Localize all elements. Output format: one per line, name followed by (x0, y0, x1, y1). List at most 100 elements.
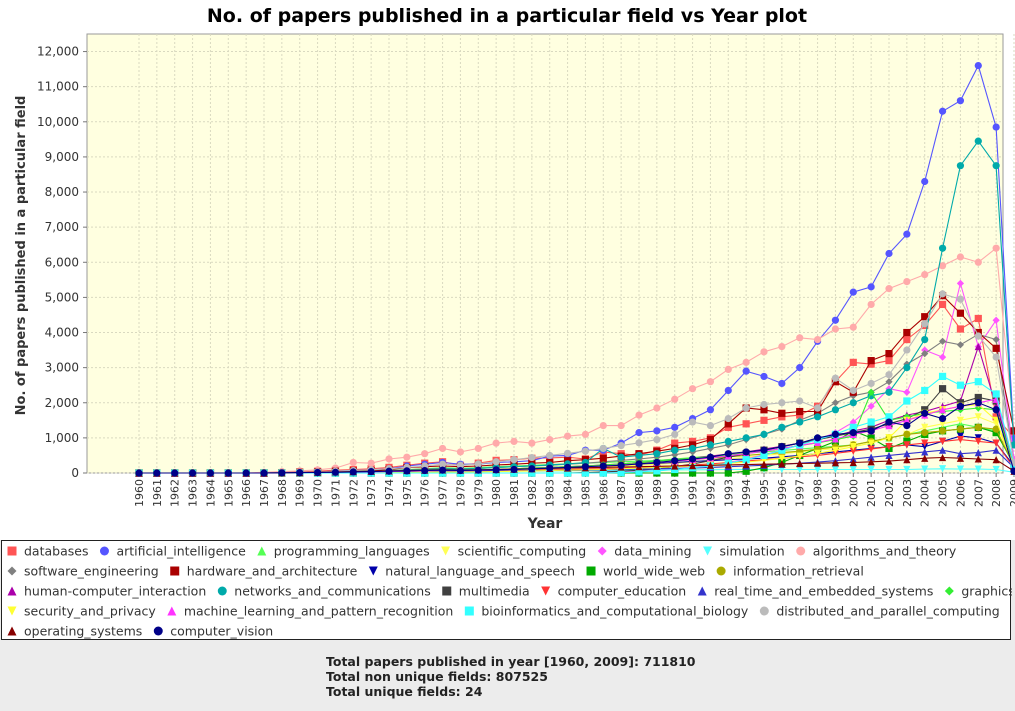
data-point (456, 448, 465, 456)
data-point (706, 469, 715, 477)
y-tick-label: 8,000 (45, 185, 79, 199)
x-tick-label: 1990 (669, 479, 682, 507)
data-point (617, 469, 625, 477)
x-tick-label: 1965 (222, 479, 235, 507)
data-point (617, 453, 625, 461)
legend-label: information_retrieval (733, 564, 864, 579)
x-tick-label: 2001 (865, 479, 878, 507)
data-point (974, 342, 982, 351)
x-tick-label: 1989 (651, 479, 664, 507)
data-point (581, 469, 590, 477)
data-point (671, 439, 679, 447)
data-point (760, 372, 768, 381)
legend-item-artificial_intelligence: artificial_intelligence (99, 544, 246, 559)
data-point (956, 436, 965, 444)
data-point (921, 409, 929, 417)
data-point (992, 439, 1000, 447)
data-point (921, 439, 929, 447)
data-point (778, 409, 786, 417)
x-tick-label: 1996 (776, 479, 789, 507)
data-point (581, 447, 590, 455)
x-tick-label: 1993 (722, 479, 735, 507)
data-point (742, 404, 750, 412)
data-point (956, 325, 965, 333)
x-tick-label: 1962 (169, 479, 182, 507)
data-point (921, 177, 929, 186)
data-point (885, 465, 893, 474)
data-point (885, 418, 893, 426)
x-tick-label: 1964 (204, 479, 217, 507)
data-point (724, 414, 732, 423)
data-point (706, 436, 715, 444)
data-point (653, 436, 661, 444)
x-tick-label: 1971 (329, 479, 342, 507)
x-tick-label: 1979 (472, 479, 485, 507)
data-point (796, 452, 804, 460)
data-point (903, 328, 911, 337)
legend-item-human-computer_interaction: human-computer_interaction (7, 584, 206, 599)
data-point (724, 450, 732, 458)
data-point (956, 279, 965, 287)
data-point (974, 455, 982, 463)
data-point (706, 461, 715, 469)
x-tick-label: 1966 (240, 479, 253, 507)
y-tick-label: 9,000 (45, 150, 79, 164)
x-tick-label: 1961 (151, 479, 164, 507)
data-point (760, 460, 768, 468)
data-point (885, 413, 893, 421)
data-point (849, 423, 857, 431)
data-point (671, 430, 679, 438)
data-point (974, 449, 982, 457)
data-point (938, 420, 947, 428)
x-tick-label: 2000 (847, 479, 860, 507)
data-point (528, 469, 536, 477)
legend-marker (7, 586, 17, 596)
data-point (849, 458, 857, 467)
data-point (599, 454, 607, 462)
data-point (796, 418, 804, 426)
data-point (492, 458, 500, 466)
data-point (653, 450, 661, 458)
legend-label: bioinformatics_and_computational_biology (481, 604, 749, 619)
x-tick-label: 1978 (454, 479, 467, 507)
x-tick-label: 1985 (579, 479, 592, 507)
data-point (921, 313, 929, 321)
data-point (921, 465, 929, 473)
data-point (992, 162, 1000, 170)
data-point (903, 416, 911, 424)
data-point (849, 288, 857, 296)
x-tick-label: 1995 (758, 479, 771, 507)
data-point (813, 449, 822, 457)
data-point (796, 397, 804, 405)
data-point (867, 418, 875, 426)
legend-marker (153, 626, 163, 636)
data-point (688, 455, 697, 463)
data-point (581, 463, 590, 471)
data-point (313, 468, 322, 477)
legend-marker (464, 606, 474, 616)
legend-label: databases (24, 544, 88, 559)
legend-label: machine_learning_and_pattern_recognition (184, 604, 454, 619)
data-point (849, 447, 857, 455)
data-point (992, 465, 1000, 474)
data-point (742, 367, 750, 375)
y-tick-label: 11,000 (37, 80, 79, 94)
data-point (813, 413, 822, 421)
legend-marker (7, 626, 17, 636)
data-point (546, 469, 554, 477)
x-tick-label: 1967 (258, 479, 271, 507)
legend: databases artificial_intelligence programm… (1, 540, 1012, 640)
data-point (921, 454, 929, 462)
data-point (921, 386, 929, 395)
data-point (688, 418, 697, 426)
data-point (510, 437, 518, 445)
data-point (849, 358, 857, 366)
plot-area (86, 33, 1004, 474)
x-tick-label: 2007 (972, 479, 985, 507)
x-tick-label: 1969 (294, 479, 307, 507)
data-point (671, 446, 679, 454)
data-point (724, 386, 732, 395)
data-point (938, 372, 947, 381)
y-tick-label: 2,000 (45, 396, 79, 410)
data-point (760, 348, 768, 356)
